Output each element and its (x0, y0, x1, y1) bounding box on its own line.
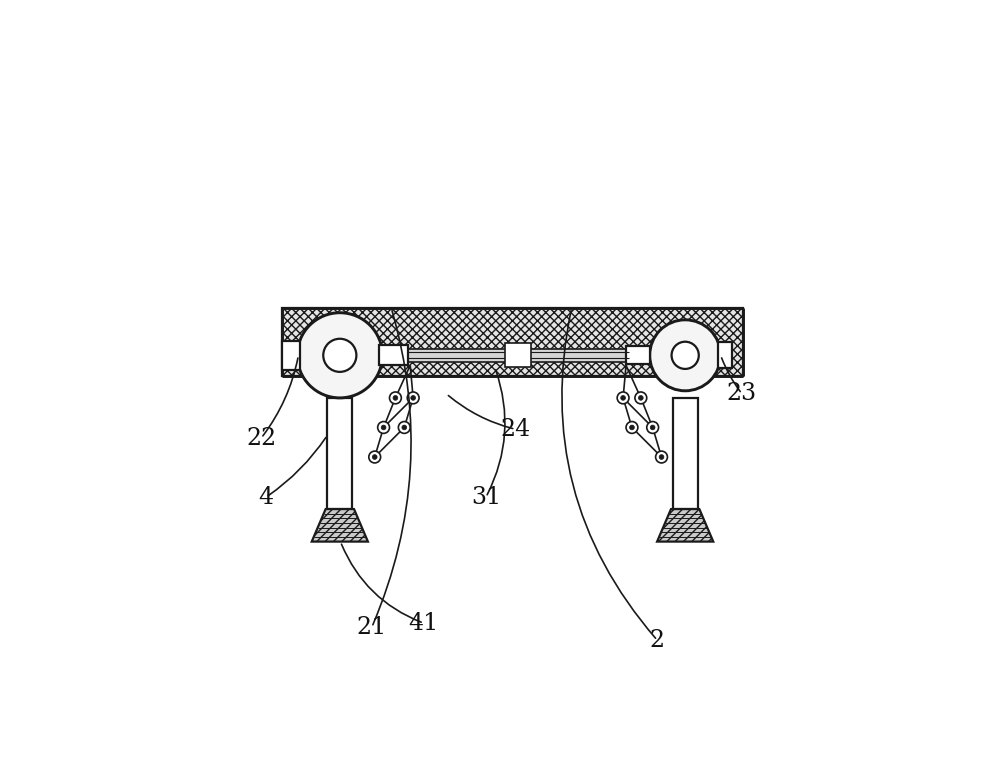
Circle shape (626, 422, 638, 433)
Circle shape (650, 319, 721, 391)
Bar (379, 346, 408, 366)
Circle shape (656, 451, 667, 463)
Text: 22: 22 (246, 426, 276, 449)
Circle shape (650, 425, 655, 430)
Circle shape (297, 313, 382, 398)
Circle shape (672, 342, 699, 369)
Bar (407, 349, 629, 362)
Circle shape (407, 392, 419, 404)
Circle shape (398, 422, 410, 433)
Circle shape (635, 392, 647, 404)
Text: 2: 2 (650, 629, 665, 652)
Circle shape (647, 422, 659, 433)
Bar (327, 398, 352, 509)
Text: 41: 41 (409, 611, 439, 634)
Text: 4: 4 (258, 485, 273, 508)
Text: 21: 21 (357, 616, 387, 639)
Bar (626, 346, 650, 364)
Bar (718, 343, 732, 369)
Circle shape (378, 422, 389, 433)
Circle shape (402, 425, 407, 430)
Bar (673, 398, 698, 509)
Text: 24: 24 (500, 418, 531, 441)
Circle shape (638, 396, 643, 400)
Circle shape (372, 455, 377, 459)
Bar (282, 308, 743, 376)
Circle shape (617, 392, 629, 404)
Text: 31: 31 (471, 485, 501, 508)
Text: 23: 23 (727, 382, 757, 406)
Polygon shape (657, 509, 713, 541)
Circle shape (393, 396, 398, 400)
Circle shape (323, 339, 356, 372)
Polygon shape (312, 509, 368, 541)
Bar (505, 343, 531, 367)
Circle shape (659, 455, 664, 459)
Circle shape (389, 392, 401, 404)
Circle shape (369, 451, 381, 463)
Circle shape (411, 396, 416, 400)
Bar (282, 340, 300, 370)
Circle shape (621, 396, 625, 400)
Circle shape (630, 425, 634, 430)
Circle shape (381, 425, 386, 430)
